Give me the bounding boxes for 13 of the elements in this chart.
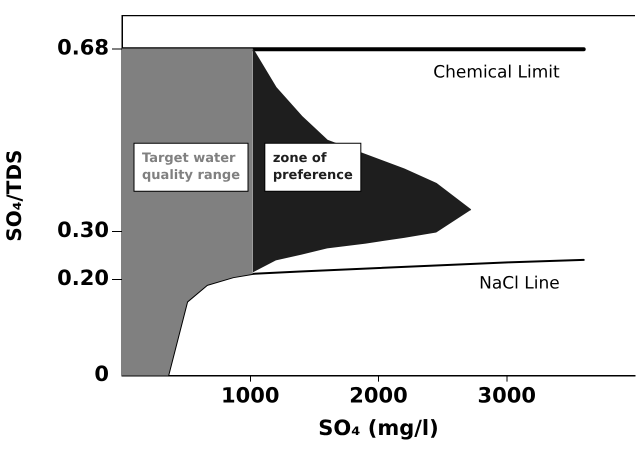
- x-axis-title: SO₄ (mg/l): [318, 416, 439, 440]
- x-tick-label: 3000: [478, 384, 536, 408]
- series-label: NaCl Line: [479, 273, 560, 294]
- text: Target water quality range: [142, 151, 240, 184]
- y-tick-label: 0.20: [57, 266, 109, 290]
- x-tick-label: 2000: [349, 384, 408, 408]
- x-tick-label: 1000: [221, 384, 280, 408]
- y-tick-label: 0: [94, 362, 109, 386]
- y-axis-title: SO₄/TDS: [2, 150, 26, 242]
- y-tick-label: 0.68: [57, 36, 109, 60]
- series-label: Chemical Limit: [433, 62, 560, 83]
- series-label: zone of preference: [272, 151, 354, 184]
- y-tick-label: 0.30: [57, 218, 109, 242]
